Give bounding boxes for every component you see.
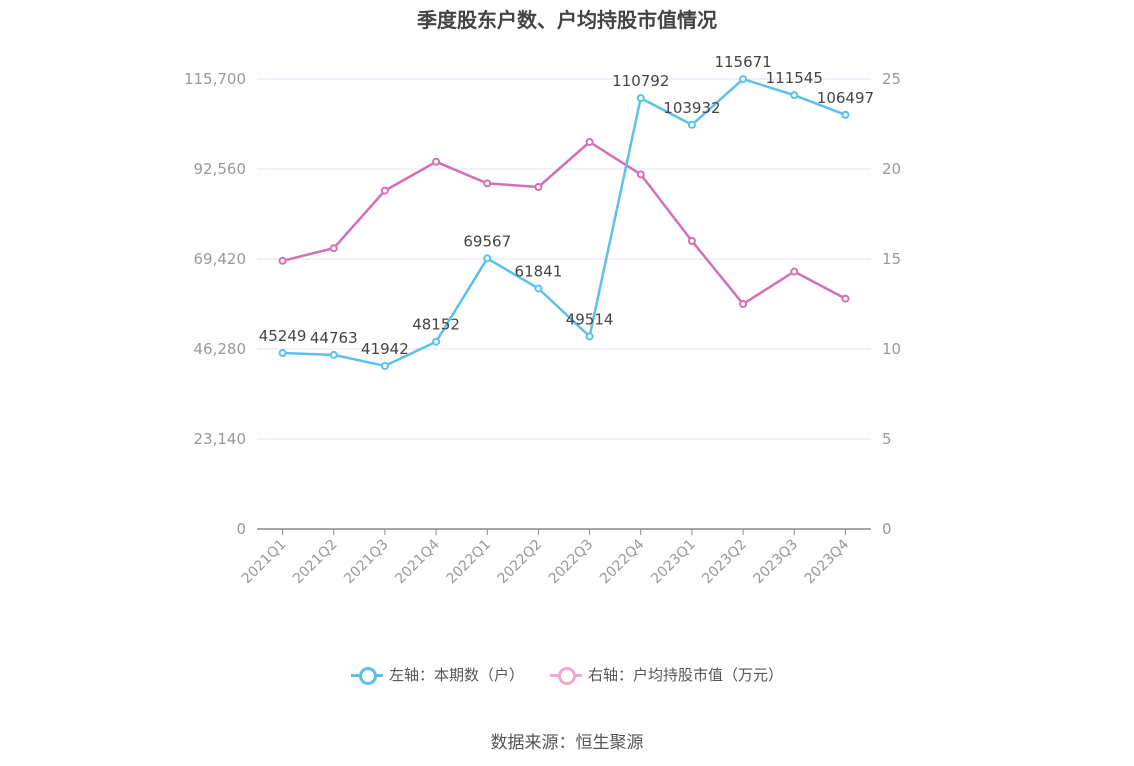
right-series-point[interactable] [534,183,543,191]
left-series-point[interactable] [841,110,850,119]
right-series-point[interactable] [687,237,696,245]
x-axis-category-label: 2023Q3 [750,537,801,588]
legend-item-left-axis[interactable]: 左轴：本期数（户） [350,664,524,685]
legend-right-label: 右轴：户均持股市值（万元） [588,666,784,684]
right-series-point[interactable] [636,170,645,179]
data-source-label: 数据来源：恒生聚源 [490,733,644,753]
right-series-point[interactable] [483,179,492,188]
left-axis-tick-label: 115,700 [184,70,246,88]
left-series-data-label: 48152 [412,316,460,334]
legend-left-label: 左轴：本期数（户） [388,666,524,684]
left-axis-tick-label: 92,560 [194,160,247,178]
right-series-point[interactable] [380,186,389,195]
right-series-point[interactable] [278,256,287,265]
right-series-point[interactable] [585,138,594,146]
x-axis-category-label: 2023Q4 [802,536,853,587]
left-axis-tick-label: 46,280 [194,340,247,358]
right-axis-tick-label: 20 [882,160,901,178]
right-axis-tick-label: 5 [882,430,892,448]
left-series-line [282,77,846,368]
left-series-point[interactable] [585,332,594,341]
series-lines [278,75,850,370]
right-axis-tick-label: 25 [882,70,901,88]
chart-title: 季度股东户数、户均持股市值情况 [417,8,717,32]
left-axis-tick-label: 69,420 [194,250,247,268]
grid-lines [257,78,871,440]
left-series-data-label: 41942 [361,340,409,358]
left-series-data-label: 103932 [663,99,720,117]
left-series-point[interactable] [483,254,492,263]
right-axis-tick-label: 15 [882,250,901,268]
right-series-point[interactable] [841,294,850,303]
x-axis-category-label: 2021Q1 [239,537,290,588]
right-series-point[interactable] [790,267,799,276]
x-axis-category-label: 2023Q1 [648,537,699,588]
left-series-data-label: 61841 [515,262,563,280]
x-axis-category-label: 2021Q4 [392,536,443,587]
x-axis-category-label: 2021Q3 [341,537,392,588]
left-axis-tick-label: 23,140 [194,430,247,448]
left-series-point[interactable] [534,284,543,293]
left-series-data-label: 115671 [714,53,771,71]
x-axis-category-label: 2022Q4 [597,536,648,587]
legend: 左轴：本期数（户） 右轴：户均持股市值（万元） [0,664,1134,685]
legend-left-marker-icon [350,666,383,685]
left-series-data-label: 45249 [259,327,307,345]
left-series-data-label: 49514 [566,310,614,328]
right-series-point[interactable] [432,157,441,166]
left-series-data-label: 110792 [612,72,669,90]
left-series-point[interactable] [687,120,696,129]
x-axis-category-label: 2022Q1 [443,537,494,588]
left-series-data-label: 44763 [310,329,358,347]
left-series-point[interactable] [636,94,645,103]
left-series-point[interactable] [790,91,799,100]
left-series-point[interactable] [278,349,287,358]
right-series-line [282,140,847,306]
left-series-point[interactable] [739,75,748,84]
right-series-point[interactable] [739,300,748,308]
left-axis-tick-label: 0 [236,520,246,538]
right-axis-tick-label: 0 [882,520,892,538]
right-series-point[interactable] [329,244,338,253]
x-axis-category-label: 2022Q2 [495,537,546,588]
left-series-data-label: 69567 [463,232,511,250]
left-series-point[interactable] [380,361,389,370]
left-series-data-label: 111545 [766,69,823,87]
left-series-data-label: 106497 [817,89,874,107]
legend-right-marker-icon [550,666,582,685]
x-axis-category-label: 2021Q2 [290,537,341,588]
legend-item-right-axis[interactable]: 右轴：户均持股市值（万元） [550,664,783,685]
right-axis-tick-label: 10 [882,340,901,358]
left-series-point[interactable] [329,350,338,359]
left-series-point[interactable] [432,337,441,346]
x-axis-category-label: 2023Q2 [699,537,750,588]
x-axis-category-label: 2022Q3 [546,537,597,588]
